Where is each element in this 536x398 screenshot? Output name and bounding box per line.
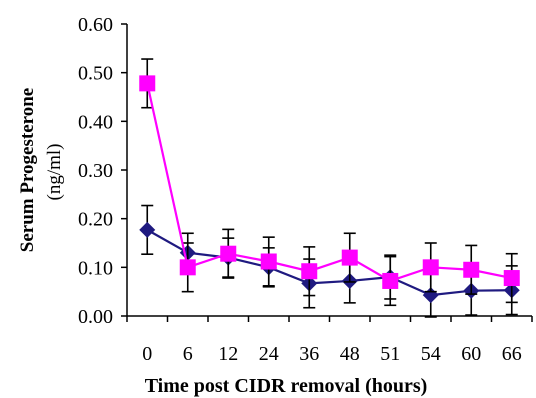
x-tick-label: 12 — [218, 343, 238, 365]
series-2-point — [503, 270, 520, 287]
x-tick-label: 54 — [421, 343, 441, 365]
y-tick-label: 0.50 — [78, 63, 113, 85]
series-2-point — [301, 263, 318, 280]
series-2-point — [220, 245, 237, 262]
y-tick-label: 0.40 — [78, 111, 113, 133]
y-tick-label: 0.00 — [78, 306, 113, 328]
y-tick-label: 0.30 — [78, 160, 113, 182]
x-tick-label: 24 — [259, 343, 279, 365]
x-tick-label: 36 — [299, 343, 319, 365]
series-2-point — [341, 249, 358, 266]
x-tick-label: 60 — [461, 343, 481, 365]
series-2-line — [146, 83, 512, 283]
x-tick-label: 6 — [183, 343, 193, 365]
x-tick-label: 66 — [502, 343, 522, 365]
x-tick-label: 0 — [142, 343, 152, 365]
series-2-point — [139, 75, 156, 92]
y-axis-label: Serum Progesterone (ng/ml) — [17, 88, 65, 252]
y-tick-label: 0.10 — [78, 257, 113, 279]
x-tick-label: 48 — [340, 343, 360, 365]
series-2-point — [260, 253, 277, 270]
y-axis-unit: (ng/ml) — [44, 144, 65, 201]
plot-area: 0.00 0.10 0.20 0.30 0.40 0.50 0.60 0 6 12 24 36 48 51… — [78, 14, 533, 365]
series-2-point — [382, 272, 399, 289]
series-1-point — [139, 221, 156, 238]
series-2-point — [463, 261, 480, 278]
y-axis-title: Serum Progesterone — [17, 88, 38, 252]
y-tick-label: 0.20 — [78, 209, 113, 231]
y-tick-label: 0.60 — [78, 14, 113, 36]
series-2-point — [422, 259, 439, 276]
x-tick-label: 51 — [380, 343, 400, 365]
series-1-line — [146, 228, 512, 297]
x-axis-title: Time post CIDR removal (hours) — [145, 375, 428, 397]
series-2-point — [179, 259, 196, 276]
